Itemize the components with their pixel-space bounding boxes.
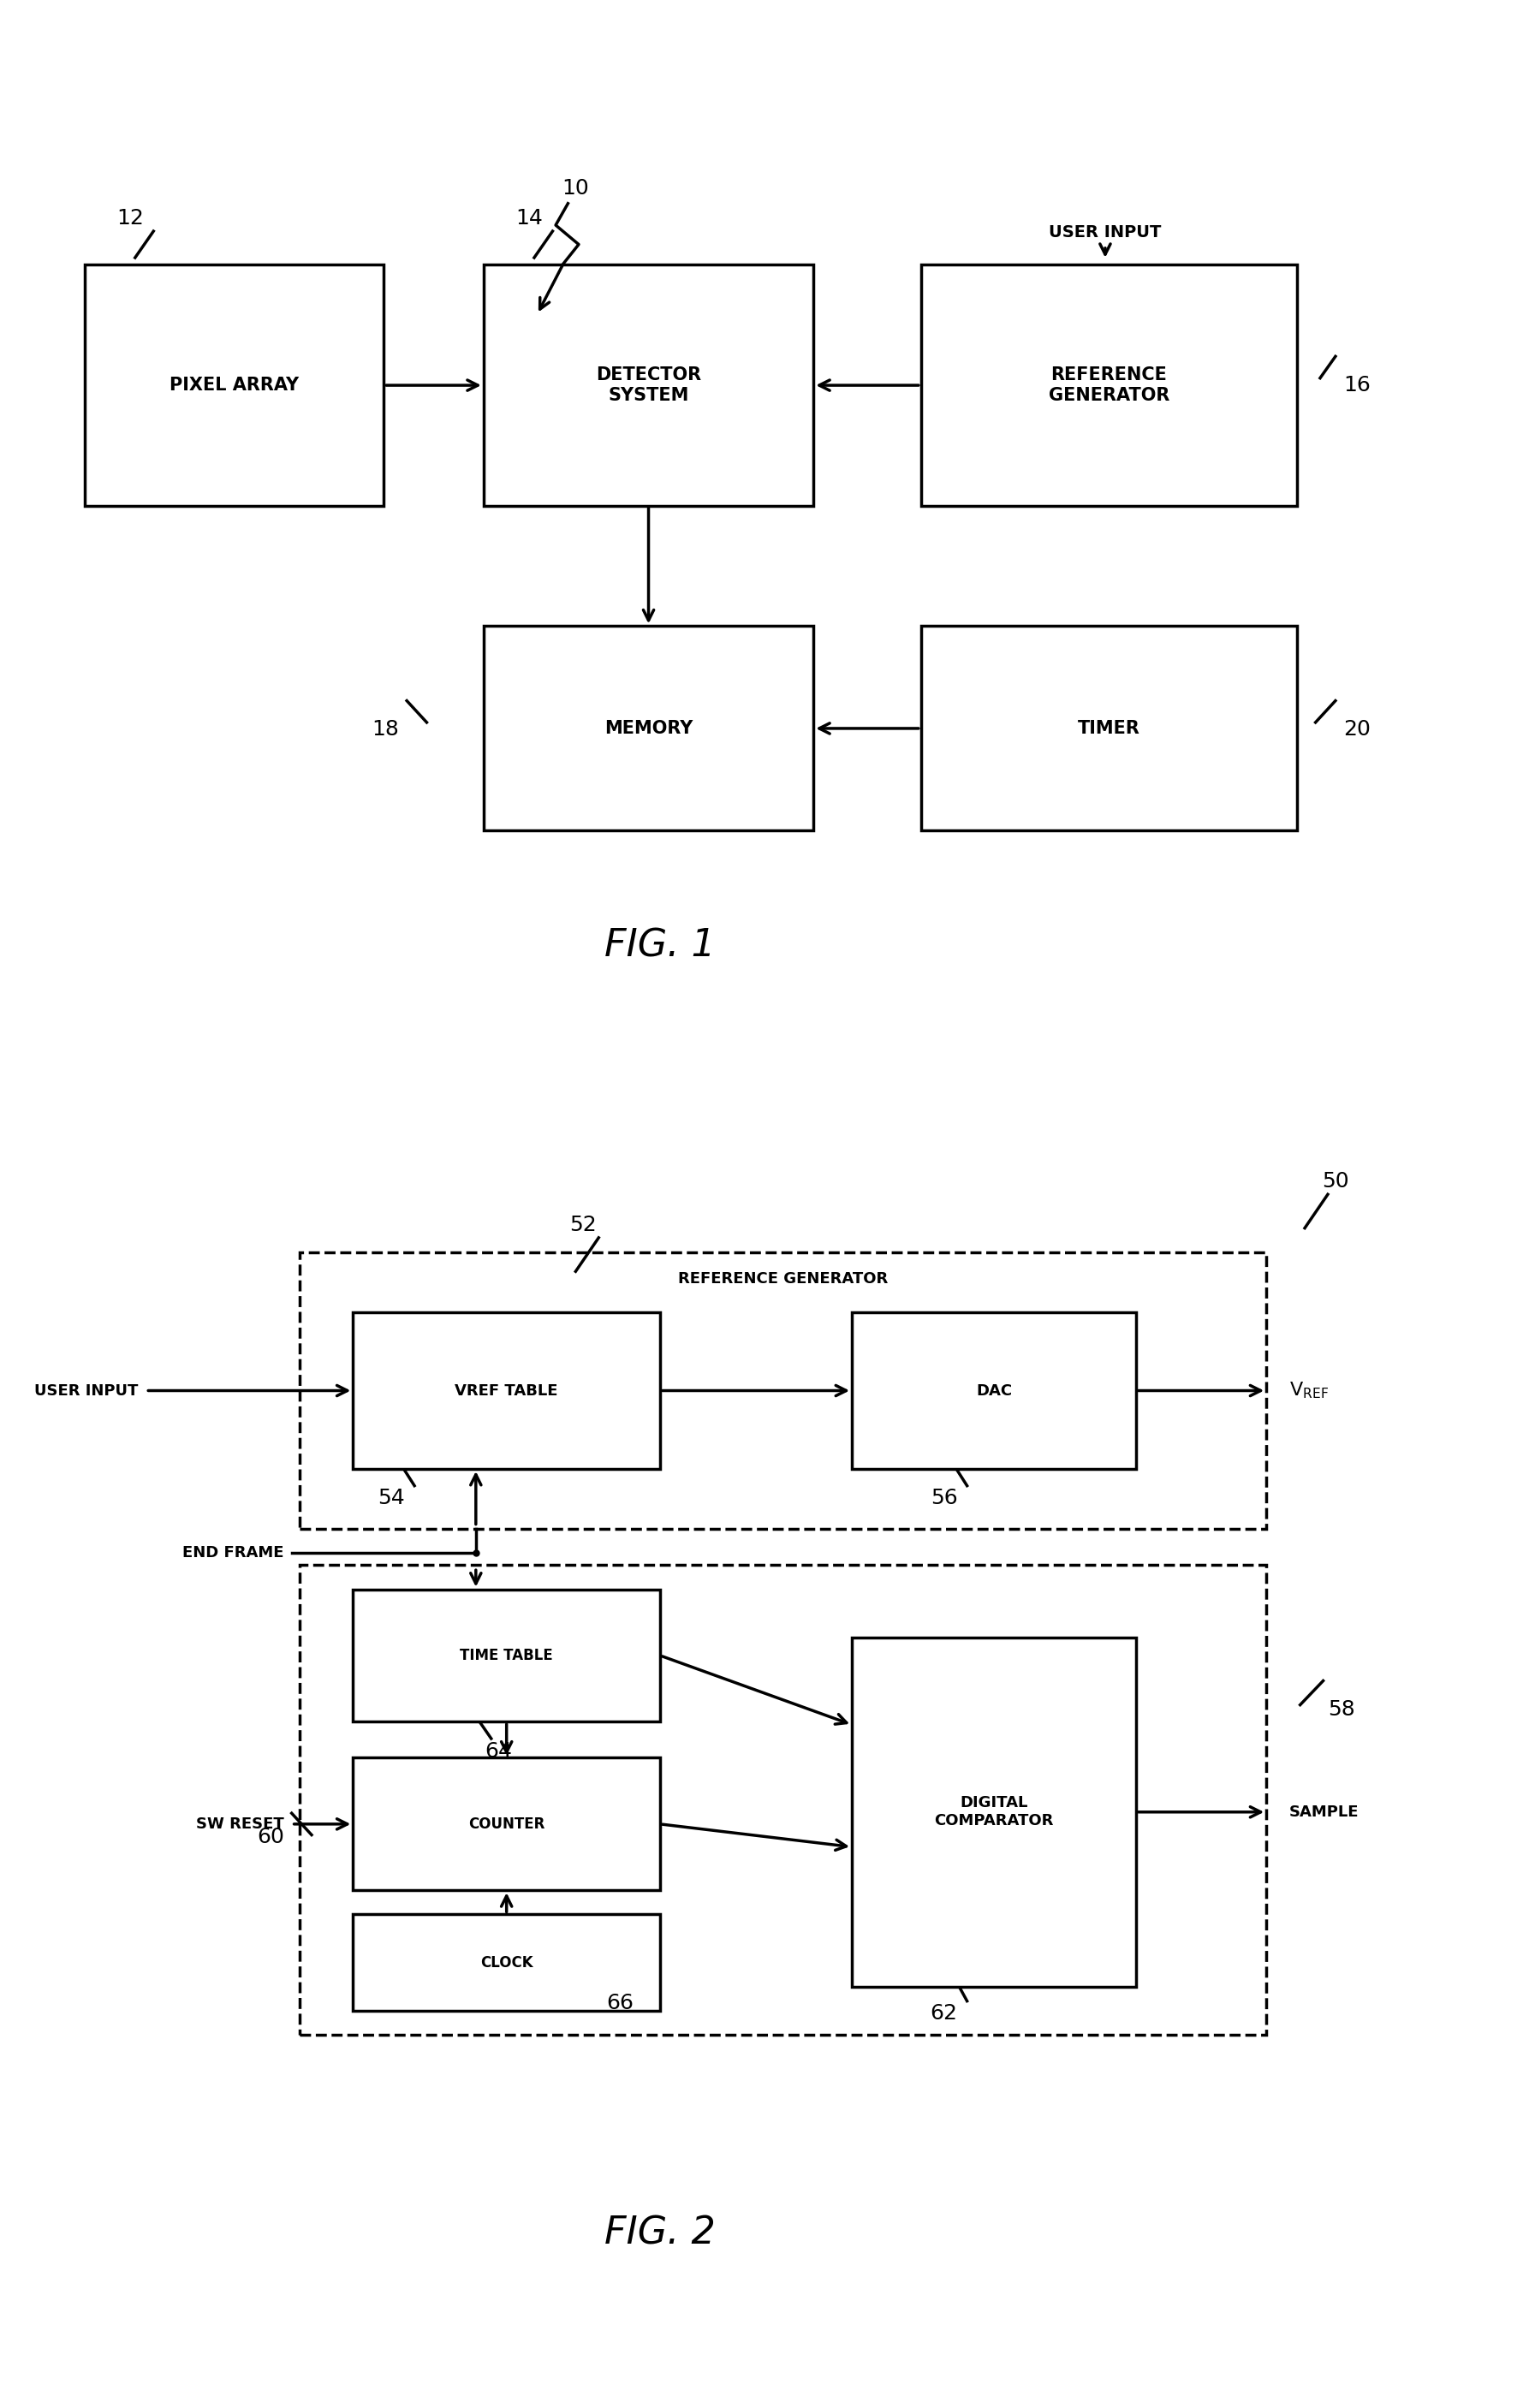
Text: DETECTOR
SYSTEM: DETECTOR SYSTEM: [596, 366, 701, 405]
Text: 54: 54: [378, 1488, 405, 1510]
Text: 50: 50: [1322, 1170, 1349, 1192]
Text: COUNTER: COUNTER: [468, 1816, 545, 1832]
Text: SW RESET: SW RESET: [196, 1816, 284, 1832]
FancyBboxPatch shape: [921, 265, 1297, 506]
FancyBboxPatch shape: [484, 626, 814, 831]
Text: REFERENCE
GENERATOR: REFERENCE GENERATOR: [1048, 366, 1170, 405]
Text: PIXEL ARRAY: PIXEL ARRAY: [169, 376, 299, 395]
Text: 20: 20: [1343, 720, 1371, 739]
Text: 56: 56: [930, 1488, 958, 1510]
Text: 58: 58: [1328, 1700, 1355, 1719]
FancyBboxPatch shape: [353, 1589, 660, 1722]
FancyBboxPatch shape: [353, 1312, 660, 1469]
Text: 10: 10: [562, 178, 589, 200]
Text: TIME TABLE: TIME TABLE: [460, 1647, 553, 1664]
Text: 18: 18: [371, 720, 399, 739]
Text: 52: 52: [569, 1214, 597, 1235]
Text: 12: 12: [117, 207, 144, 229]
FancyBboxPatch shape: [921, 626, 1297, 831]
FancyBboxPatch shape: [852, 1637, 1136, 1987]
Text: REFERENCE GENERATOR: REFERENCE GENERATOR: [678, 1271, 887, 1286]
FancyBboxPatch shape: [84, 265, 384, 506]
Text: 60: 60: [256, 1828, 284, 1847]
Text: MEMORY: MEMORY: [605, 720, 692, 737]
Text: DIGITAL
COMPARATOR: DIGITAL COMPARATOR: [935, 1796, 1053, 1828]
Text: USER INPUT: USER INPUT: [1048, 224, 1162, 241]
Text: FIG. 2: FIG. 2: [605, 2215, 715, 2251]
Text: 64: 64: [485, 1741, 513, 1763]
Text: 66: 66: [606, 1994, 634, 2013]
FancyBboxPatch shape: [353, 1914, 660, 2011]
Text: 14: 14: [516, 207, 543, 229]
Text: 16: 16: [1343, 376, 1371, 395]
Text: V$_{\rm REF}$: V$_{\rm REF}$: [1289, 1380, 1329, 1401]
FancyBboxPatch shape: [852, 1312, 1136, 1469]
Text: FIG. 1: FIG. 1: [605, 927, 715, 963]
FancyBboxPatch shape: [484, 265, 814, 506]
Text: TIMER: TIMER: [1078, 720, 1141, 737]
Text: SAMPLE: SAMPLE: [1289, 1804, 1358, 1820]
Text: CLOCK: CLOCK: [480, 1955, 533, 1970]
FancyBboxPatch shape: [353, 1758, 660, 1890]
Text: 62: 62: [930, 2003, 958, 2025]
Text: VREF TABLE: VREF TABLE: [454, 1382, 559, 1399]
Text: USER INPUT: USER INPUT: [34, 1382, 138, 1399]
Text: DAC: DAC: [976, 1382, 1012, 1399]
Text: END FRAME: END FRAME: [183, 1546, 284, 1560]
